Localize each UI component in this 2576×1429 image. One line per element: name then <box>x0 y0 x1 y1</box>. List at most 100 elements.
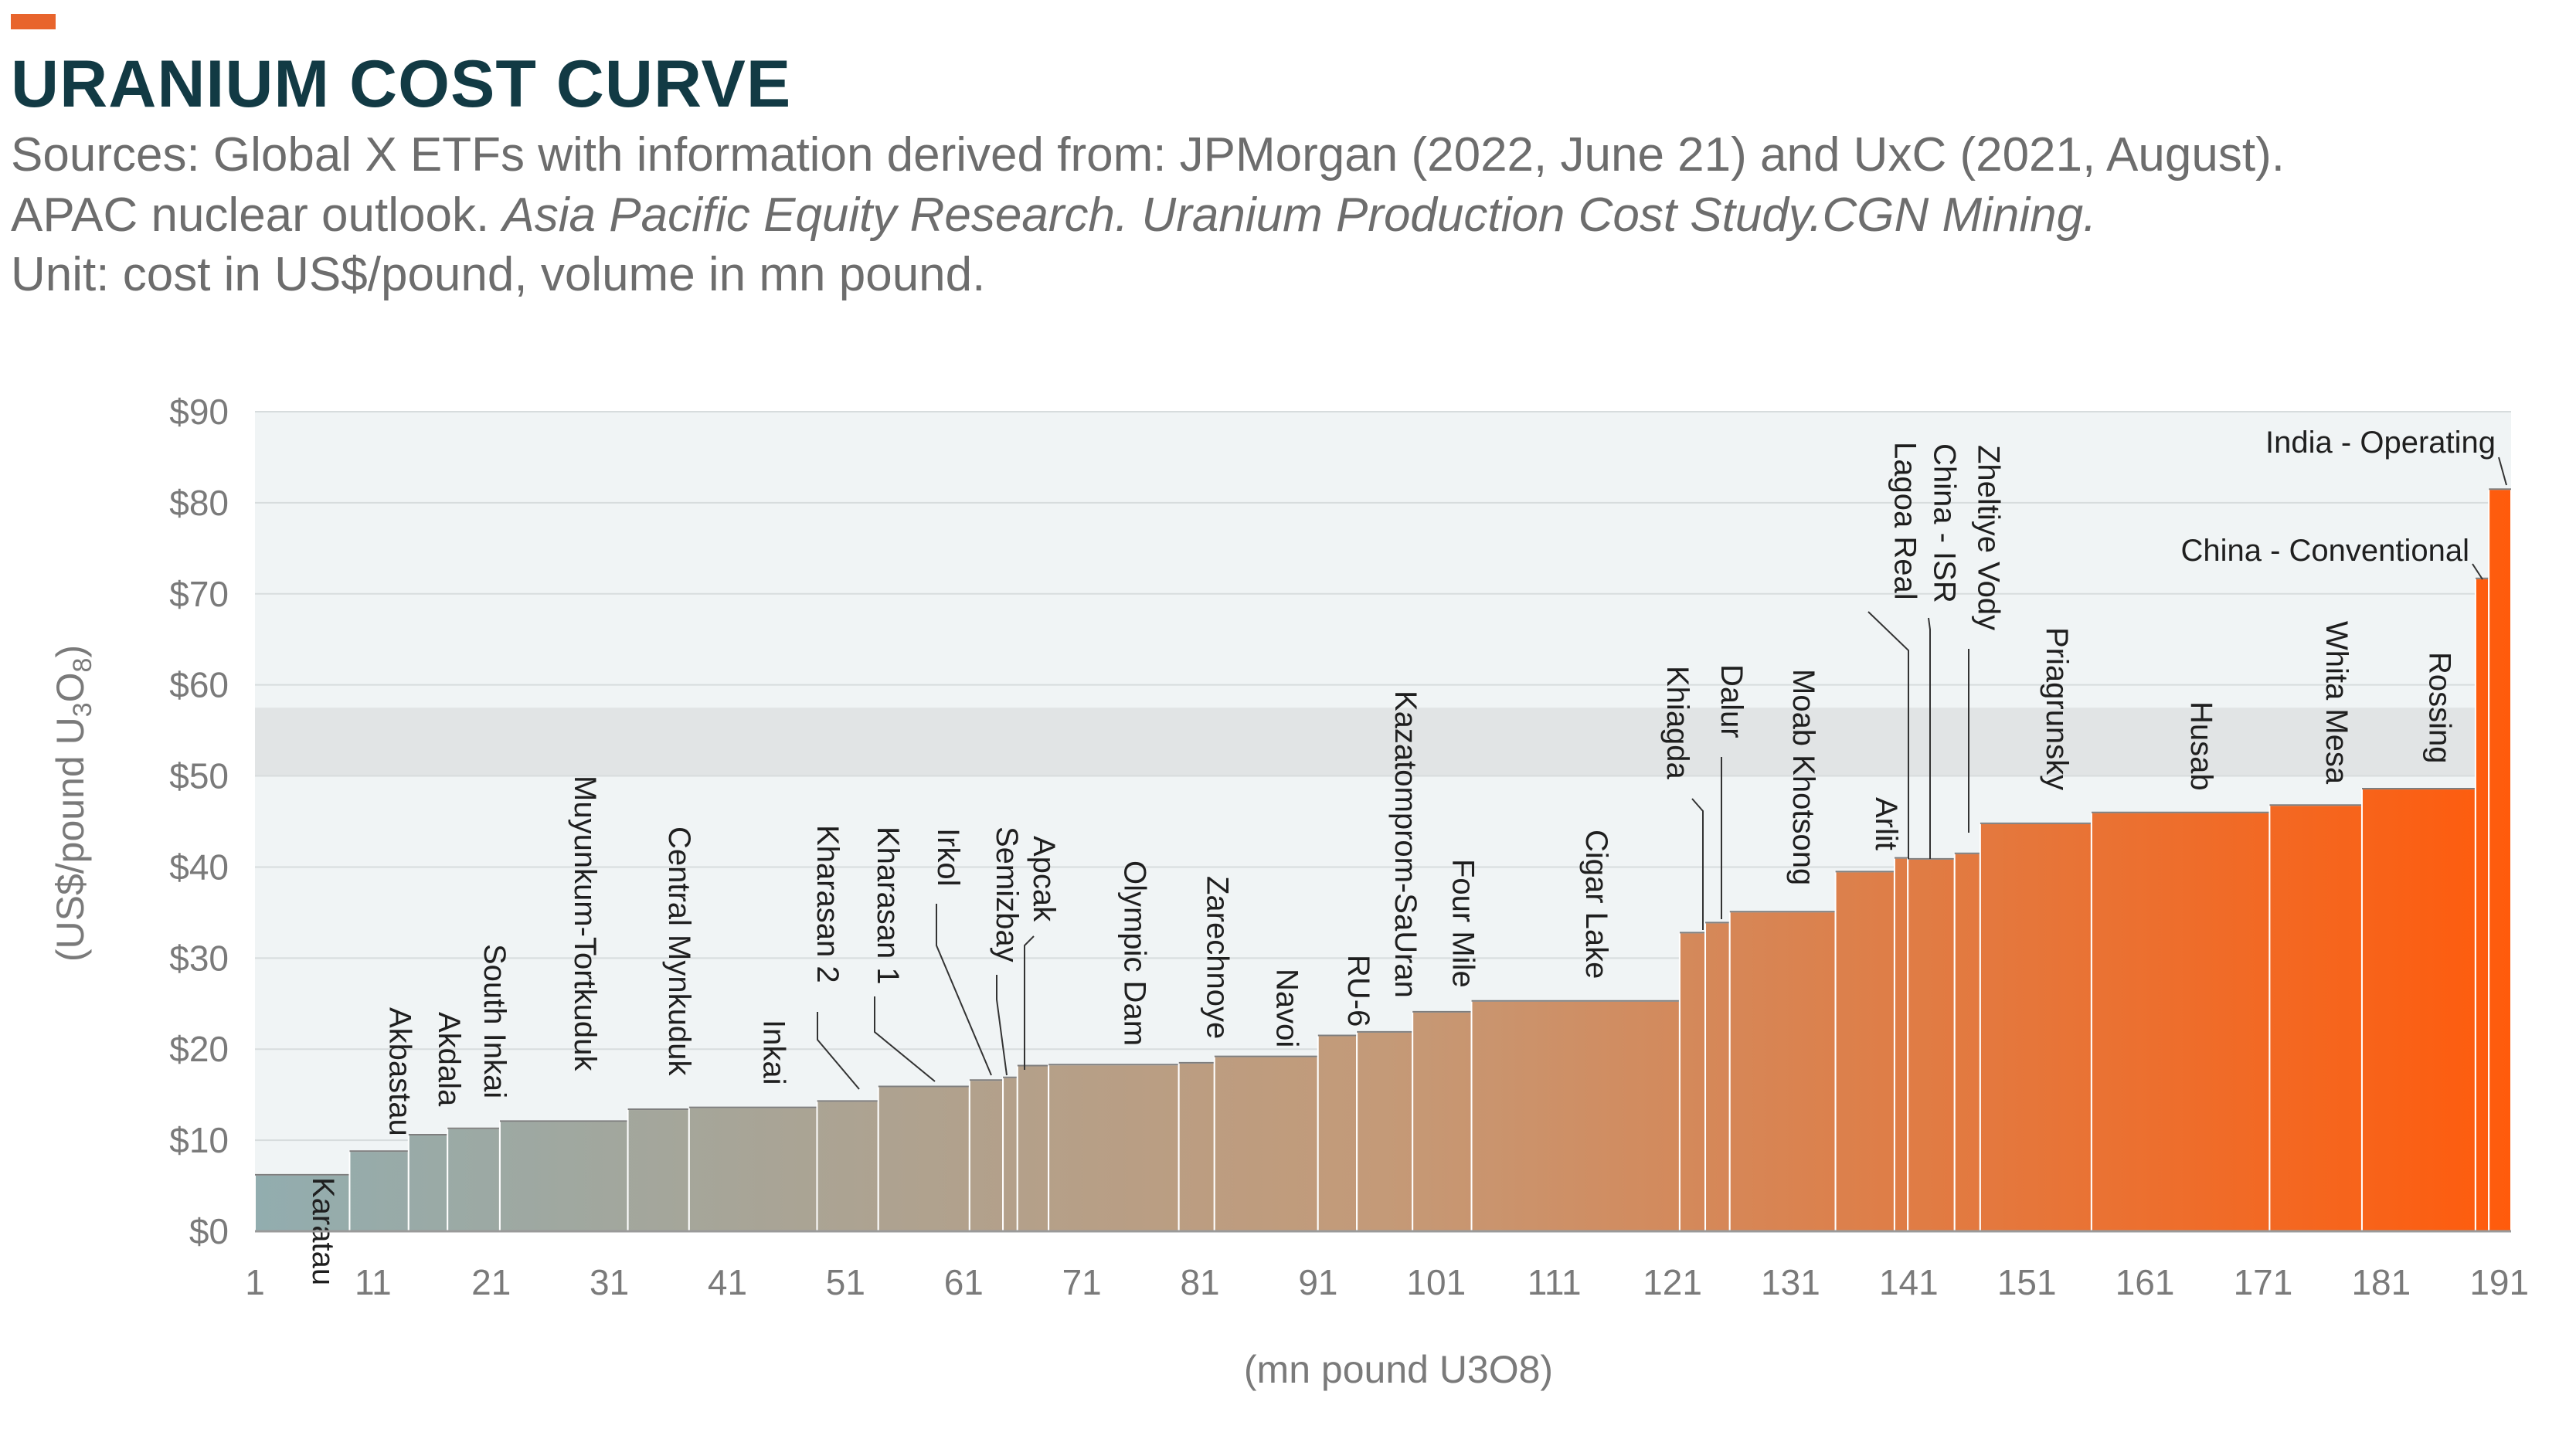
bar <box>2474 577 2490 1232</box>
bar <box>447 1127 501 1232</box>
x-tick-label: 71 <box>1062 1262 1102 1302</box>
bar <box>1412 1010 1473 1233</box>
bar-label: Whita Mesa <box>2319 621 2353 785</box>
accent-bar <box>11 14 56 29</box>
bar-label: Rossing <box>2422 652 2456 764</box>
x-tick-label: 81 <box>1180 1262 1219 1302</box>
y-tick-label: $70 <box>169 574 229 614</box>
leader-line <box>1867 611 1909 859</box>
bar <box>1834 871 1895 1232</box>
bar <box>1728 911 1837 1232</box>
bar <box>1979 822 2092 1232</box>
bar <box>1893 857 1909 1232</box>
x-tick-label: 161 <box>2116 1262 2175 1302</box>
y-axis-title-close: ) <box>49 645 92 658</box>
x-tick-label: 31 <box>590 1262 629 1302</box>
x-axis-ticks: 1 11 21 31 41 51 61 71 81 91 101 111 121 131 141 151 161… <box>245 1262 2529 1302</box>
bar <box>1470 1000 1681 1232</box>
bar <box>1704 922 1731 1233</box>
y-axis-title-main: (US$/pound U <box>49 717 92 962</box>
x-tick-label: 151 <box>1997 1262 2057 1302</box>
leader-line <box>2498 457 2507 486</box>
x-tick-label: 61 <box>944 1262 984 1302</box>
bar-label: India - Operating <box>2265 426 2496 460</box>
bar-label: Inkai <box>757 1020 791 1085</box>
leader-line <box>996 975 1008 1076</box>
bar <box>1016 1064 1050 1233</box>
bar-label: Navoi <box>1270 969 1304 1047</box>
bar <box>627 1108 690 1233</box>
bar <box>1002 1076 1018 1233</box>
y-tick-label: $80 <box>169 483 229 523</box>
bar-label: Apcak <box>1027 836 1061 922</box>
leader-line <box>2472 563 2483 580</box>
bar-label: Zarechnoye <box>1201 876 1235 1039</box>
bar <box>348 1150 410 1233</box>
x-tick-label: 121 <box>1643 1262 1702 1302</box>
y-tick-label: $50 <box>169 756 229 796</box>
leader-lines <box>817 457 2507 1090</box>
y-axis-title: (US$/pound U3O8) <box>49 645 97 962</box>
bar-label: Kharasan 1 <box>871 827 905 985</box>
bar <box>816 1100 879 1233</box>
bar <box>1213 1055 1319 1232</box>
bar <box>968 1079 1004 1232</box>
bar-label: Olympic Dam <box>1117 860 1151 1046</box>
unit-line: Unit: cost in US$/pound, volume in mn po… <box>11 248 986 301</box>
bar <box>1356 1030 1414 1233</box>
bar-label: Khiagda <box>1660 666 1694 780</box>
bar-label: Husab <box>2184 701 2218 791</box>
bar <box>1953 852 1981 1232</box>
y-tick-label: $0 <box>189 1211 229 1251</box>
x-tick-label: 91 <box>1298 1262 1337 1302</box>
bar <box>254 1173 351 1233</box>
x-tick-label: 51 <box>826 1262 865 1302</box>
bar-label: Moab Khotsong <box>1786 669 1820 885</box>
bar-label: Four Mile <box>1446 859 1480 988</box>
leader-line <box>936 904 992 1076</box>
bar-label: RU-6 <box>1341 955 1375 1027</box>
bar-label: Muyunkum-Tortkuduk <box>568 776 602 1071</box>
sources-line-2-plain: APAC nuclear outlook. <box>11 188 503 242</box>
bar-label: Dalur <box>1715 664 1748 738</box>
bar <box>2360 788 2476 1232</box>
x-tick-label: 11 <box>355 1262 392 1302</box>
bar <box>1048 1064 1180 1232</box>
bar-label: Priagrunsky <box>2040 627 2074 790</box>
bar-label: Arlit <box>1869 797 1903 850</box>
x-tick-label: 21 <box>471 1262 511 1302</box>
bars <box>254 488 2513 1233</box>
x-tick-label: 191 <box>2469 1262 2529 1302</box>
x-tick-label: 101 <box>1406 1262 1466 1302</box>
bar-label: Kazatomprom-SaUran <box>1388 691 1422 998</box>
bar <box>1678 932 1707 1233</box>
sources-line-2-italic: Asia Pacific Equity Research. Uranium Pr… <box>502 188 2097 242</box>
bar-label: Akbastau <box>383 1007 417 1136</box>
bar <box>407 1134 449 1232</box>
y-tick-label: $30 <box>169 938 229 978</box>
x-tick-label: 131 <box>1761 1262 1820 1302</box>
bar <box>2268 804 2363 1232</box>
bar-label: Akdala <box>432 1012 466 1107</box>
sources-line-2: APAC nuclear outlook. Asia Pacific Equit… <box>11 192 2096 239</box>
y-axis-title-sub3: 3 <box>68 702 97 717</box>
bar-label: Kharasan 2 <box>811 825 845 983</box>
x-tick-label: 1 <box>245 1262 265 1302</box>
bar <box>877 1085 970 1232</box>
bar-label: Zheltiye Vody <box>1971 445 2005 630</box>
x-axis-title: (mn pound U3O8) <box>1244 1348 1553 1391</box>
bar <box>498 1120 629 1233</box>
chart-title: URANIUM COST CURVE <box>11 47 792 121</box>
bar-label: Semizbay <box>990 827 1024 962</box>
bar <box>688 1106 818 1233</box>
bar-label: Lagoa Real <box>1888 442 1922 600</box>
y-tick-label: $20 <box>169 1029 229 1069</box>
x-tick-label: 181 <box>2351 1262 2411 1302</box>
bar <box>1907 857 1956 1233</box>
y-axis-title-mid: O <box>49 672 92 702</box>
leader-line <box>817 1012 860 1090</box>
leader-line <box>1928 617 1931 859</box>
y-axis-ticks: $0 $10 $20 $30 $40 $50 $60 $70 $80 $90 <box>169 392 229 1251</box>
